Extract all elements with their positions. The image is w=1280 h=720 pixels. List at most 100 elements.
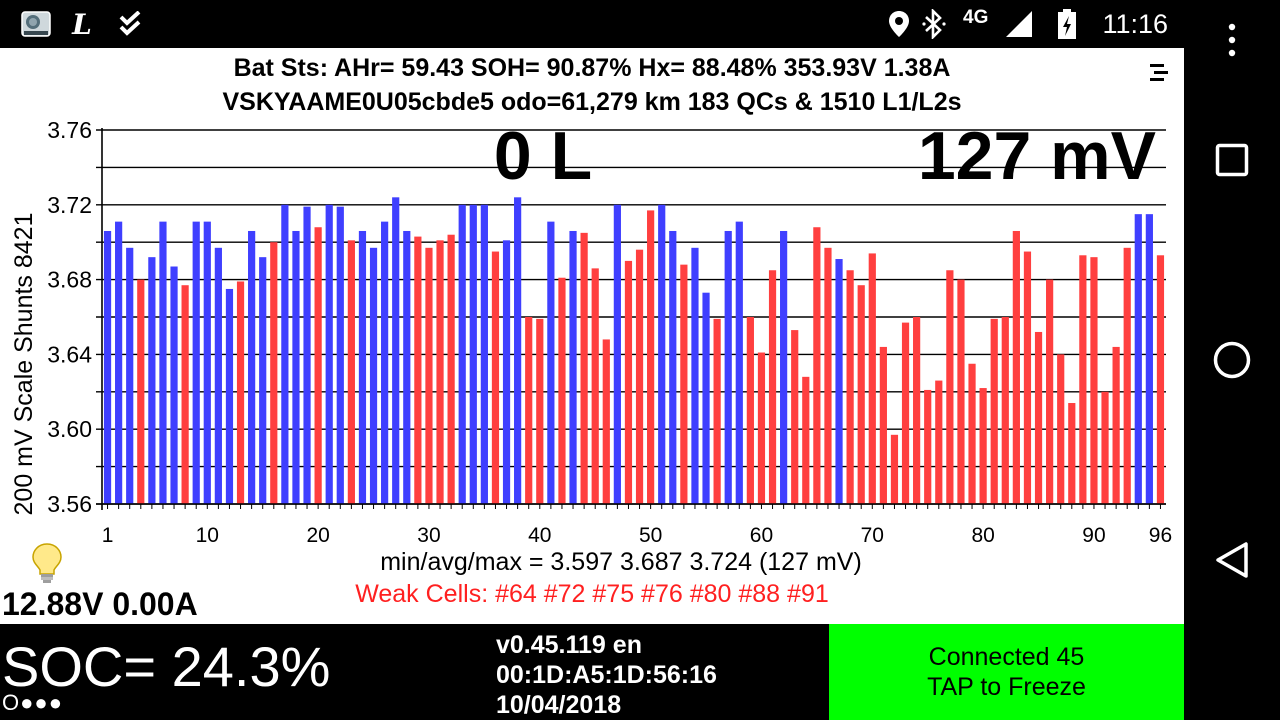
cell-bar-26 xyxy=(381,221,389,504)
cell-bar-5 xyxy=(148,257,156,504)
chart-bars xyxy=(103,197,1165,505)
tap-to-freeze-label: TAP to Freeze xyxy=(927,673,1086,701)
cell-bar-11 xyxy=(214,247,222,504)
x-tick-label: 96 xyxy=(1149,524,1172,547)
cell-bar-60 xyxy=(757,352,766,504)
min-avg-max-stats: min/avg/max = 3.597 3.687 3.724 (127 mV) xyxy=(380,548,862,576)
cell-bar-43 xyxy=(569,230,577,505)
x-tick-label: 50 xyxy=(639,524,662,547)
checklist-icon xyxy=(116,8,148,40)
cell-bar-38 xyxy=(514,197,522,504)
aux-battery-readout: 12.88V 0.00A xyxy=(2,586,198,622)
x-tick-label: 70 xyxy=(861,524,884,547)
cell-bar-74 xyxy=(913,317,921,504)
location-icon xyxy=(883,8,915,40)
cell-bar-63 xyxy=(791,330,799,504)
cell-bar-34 xyxy=(469,204,477,505)
cell-bar-67 xyxy=(835,259,843,504)
cell-bar-39 xyxy=(525,317,533,504)
x-tick-label: 80 xyxy=(971,524,994,547)
clock: 11:16 xyxy=(1102,9,1168,39)
cell-bar-91 xyxy=(1101,391,1109,504)
cell-bar-87 xyxy=(1057,354,1065,504)
cell-bar-40 xyxy=(536,318,544,504)
cell-bar-52 xyxy=(669,230,677,505)
weak-cells-list: Weak Cells: #64 #72 #75 #76 #80 #88 #91 xyxy=(355,580,829,608)
cell-voltage-chart[interactable]: 3.76 3.72 3.68 3.64 3.60 3.56 1 10 20 30 40 50 60 70… xyxy=(0,48,1184,548)
cell-bar-78 xyxy=(957,279,965,504)
cell-bar-7 xyxy=(170,266,178,504)
x-tick-label: 40 xyxy=(528,524,551,547)
cell-bar-86 xyxy=(1046,279,1054,504)
y-tick-label: 3.56 xyxy=(47,491,92,517)
cell-bar-61 xyxy=(768,270,777,504)
cell-bar-56 xyxy=(713,318,721,504)
cell-bar-45 xyxy=(591,268,599,504)
connection-status-button[interactable]: Connected 45 TAP to Freeze xyxy=(829,624,1184,720)
cell-bar-59 xyxy=(746,317,754,504)
home-button-icon[interactable] xyxy=(1208,336,1256,384)
cell-bar-62 xyxy=(780,230,788,505)
x-tick-label: 1 xyxy=(102,524,114,547)
cell-bar-32 xyxy=(447,234,455,504)
y-tick-labels: 3.76 3.72 3.68 3.64 3.60 3.56 xyxy=(47,117,92,517)
cell-bar-42 xyxy=(558,277,566,504)
cell-bar-6 xyxy=(159,221,167,504)
cell-bar-9 xyxy=(192,221,200,504)
cell-bar-29 xyxy=(414,236,422,504)
cell-bar-83 xyxy=(1012,230,1020,505)
cell-bar-49 xyxy=(635,249,644,504)
cell-bar-66 xyxy=(824,247,832,504)
signal-icon xyxy=(1003,8,1035,40)
x-tick-label: 30 xyxy=(417,524,440,547)
battery-status-line: Bat Sts: AHr= 59.43 SOH= 90.87% Hx= 88.4… xyxy=(233,54,951,82)
cell-bar-80 xyxy=(979,388,987,504)
cell-bar-73 xyxy=(901,322,910,504)
load-mode-readout: 0 L xyxy=(494,118,592,194)
cell-bar-70 xyxy=(868,253,876,504)
cell-bar-89 xyxy=(1079,255,1087,504)
cell-bar-71 xyxy=(879,346,887,504)
cell-bar-88 xyxy=(1068,403,1076,504)
cell-bar-76 xyxy=(935,380,943,504)
cell-bar-84 xyxy=(1023,251,1032,504)
battery-charging-icon xyxy=(1051,8,1083,40)
overflow-menu-icon[interactable] xyxy=(1208,16,1256,64)
x-tick-label: 60 xyxy=(750,524,773,547)
main-content[interactable]: Bat Sts: AHr= 59.43 SOH= 90.87% Hx= 88.4… xyxy=(0,48,1184,624)
cell-bar-19 xyxy=(303,206,311,505)
cell-bar-22 xyxy=(336,206,344,505)
menu-icon[interactable] xyxy=(1148,58,1170,84)
cell-bar-54 xyxy=(691,247,699,504)
cell-bar-48 xyxy=(624,260,633,504)
cell-bar-68 xyxy=(846,270,854,504)
lightbulb-icon xyxy=(30,542,64,591)
recents-button-icon[interactable] xyxy=(1208,136,1256,184)
cell-bar-69 xyxy=(857,285,865,504)
cell-bar-27 xyxy=(392,197,400,504)
cell-bar-81 xyxy=(990,318,998,504)
cell-bar-13 xyxy=(236,281,245,504)
y-tick-label: 3.64 xyxy=(47,341,92,367)
cell-bar-47 xyxy=(613,204,621,505)
cell-bar-20 xyxy=(314,227,322,505)
cell-bar-36 xyxy=(491,251,500,504)
cell-bar-23 xyxy=(347,240,355,504)
cell-bar-65 xyxy=(813,227,821,505)
status-bar: L 4G 11:16 xyxy=(0,0,1184,48)
x-tick-labels: 1 10 20 30 40 50 60 70 80 90 96 xyxy=(102,524,1172,547)
session-date: 10/04/2018 xyxy=(496,691,622,719)
x-tick-label: 90 xyxy=(1082,524,1105,547)
connected-label: Connected 45 xyxy=(928,643,1085,671)
cell-bar-50 xyxy=(647,210,655,504)
back-button-icon[interactable] xyxy=(1208,536,1256,584)
bottom-panel: SOC= 24.3% O●●● v0.45.119 en 00:1D:A5:1D… xyxy=(0,624,1184,720)
cell-bar-92 xyxy=(1112,346,1120,504)
cell-bar-8 xyxy=(181,285,189,504)
cell-bar-46 xyxy=(602,339,610,504)
cell-bar-44 xyxy=(580,232,588,504)
cell-bar-96 xyxy=(1156,255,1165,504)
x-tick-label: 10 xyxy=(196,524,219,547)
navigation-bar xyxy=(1184,0,1280,720)
cell-bar-12 xyxy=(225,288,234,504)
